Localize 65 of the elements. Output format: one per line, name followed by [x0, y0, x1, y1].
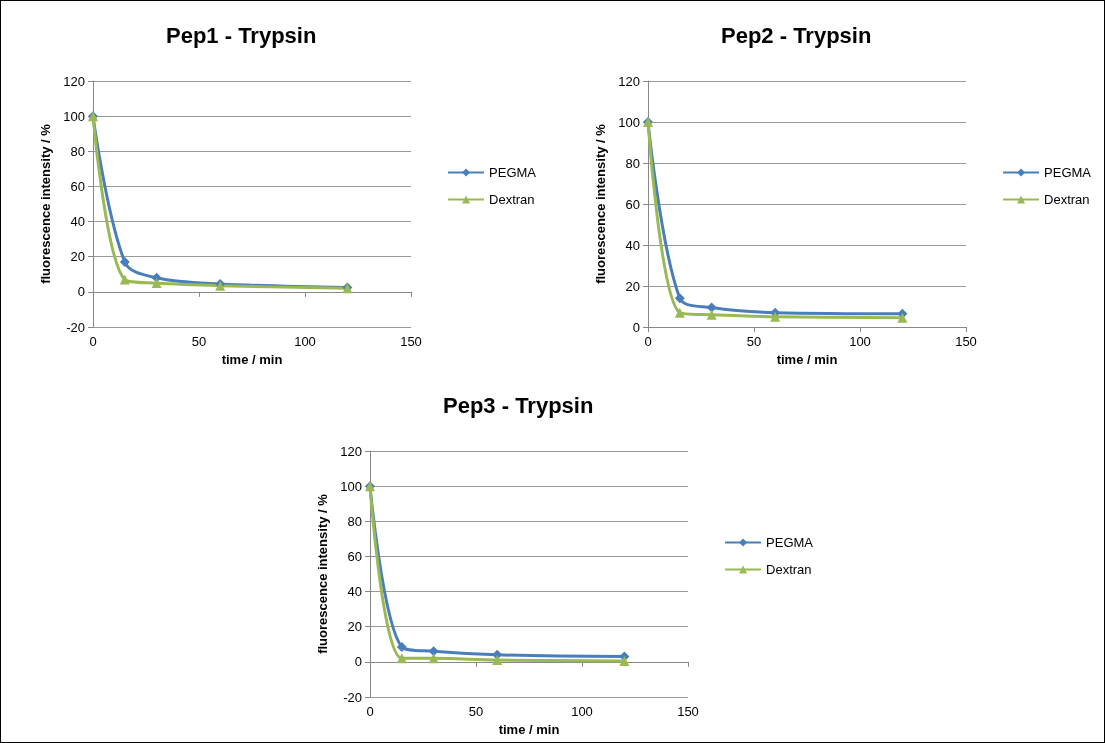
point [706, 302, 717, 313]
point [119, 274, 130, 285]
point [492, 655, 503, 666]
legend-label: PEGMA [1044, 165, 1092, 180]
y-tick-label: 80 [625, 155, 640, 171]
y-tick-label: 60 [347, 548, 362, 564]
legend-label: Dextran [489, 192, 535, 207]
y-tick-label: 80 [347, 513, 362, 529]
x-tick-label: 100 [849, 334, 871, 349]
y-tick-label: 100 [340, 478, 362, 494]
legend-label: PEGMA [766, 535, 814, 550]
x-tick-label: 50 [468, 704, 484, 719]
point [396, 641, 407, 652]
point [674, 293, 685, 304]
x-tick-label: 100 [294, 334, 316, 349]
y-tick-label: 20 [70, 249, 85, 265]
y-tick-label: 120 [618, 73, 640, 89]
point [428, 653, 439, 664]
x-tick-label: 0 [644, 334, 652, 349]
y-tick-label: 60 [70, 178, 85, 194]
point [770, 311, 781, 322]
legend-label: Dextran [1044, 192, 1090, 207]
y-tick-label: 60 [625, 196, 640, 212]
y-tick-label: 40 [70, 214, 85, 230]
point [428, 646, 439, 657]
x-tick-label: 0 [366, 704, 374, 719]
point [897, 312, 908, 323]
x-axis-title: time / min [498, 722, 560, 737]
point [119, 256, 130, 267]
x-tick-label: 150 [677, 704, 699, 719]
y-axis-title: fluorescence intensity / % [38, 123, 54, 284]
y-tick-label: 0 [632, 319, 640, 335]
point [151, 278, 162, 289]
chart-title: Pep2 - Trypsin [721, 22, 872, 48]
point [619, 655, 630, 666]
y-axis-title: fluorescence intensity / % [315, 493, 331, 654]
chart-title: Pep1 - Trypsin [166, 22, 317, 48]
x-axis-title: time / min [221, 352, 283, 367]
x-tick-label: 150 [955, 334, 977, 349]
y-tick-label: 20 [625, 278, 640, 294]
legend-label: PEGMA [489, 165, 537, 180]
y-tick-label: -20 [66, 319, 85, 335]
y-tick-label: 0 [354, 654, 362, 670]
y-axis-title: fluorescence intensity / % [593, 123, 609, 284]
x-tick-label: 50 [746, 334, 762, 349]
chart-title: Pep3 - Trypsin [443, 392, 594, 418]
y-tick-label: 120 [340, 443, 362, 459]
y-tick-label: 120 [63, 73, 85, 89]
point [706, 309, 717, 320]
x-tick-label: 0 [89, 334, 97, 349]
y-tick-label: 40 [347, 584, 362, 600]
y-tick-label: 40 [625, 237, 640, 253]
legend-label: Dextran [766, 562, 812, 577]
y-tick-label: 100 [63, 108, 85, 124]
point [396, 653, 407, 664]
y-tick-label: 0 [77, 284, 85, 300]
x-axis-title: time / min [776, 352, 838, 367]
y-tick-label: 20 [347, 619, 362, 635]
y-tick-label: 100 [618, 114, 640, 130]
y-tick-label: 80 [70, 143, 85, 159]
x-tick-label: 150 [400, 334, 422, 349]
point [674, 307, 685, 318]
x-tick-label: 50 [191, 334, 207, 349]
y-tick-label: -20 [343, 689, 362, 705]
x-tick-label: 100 [571, 704, 593, 719]
